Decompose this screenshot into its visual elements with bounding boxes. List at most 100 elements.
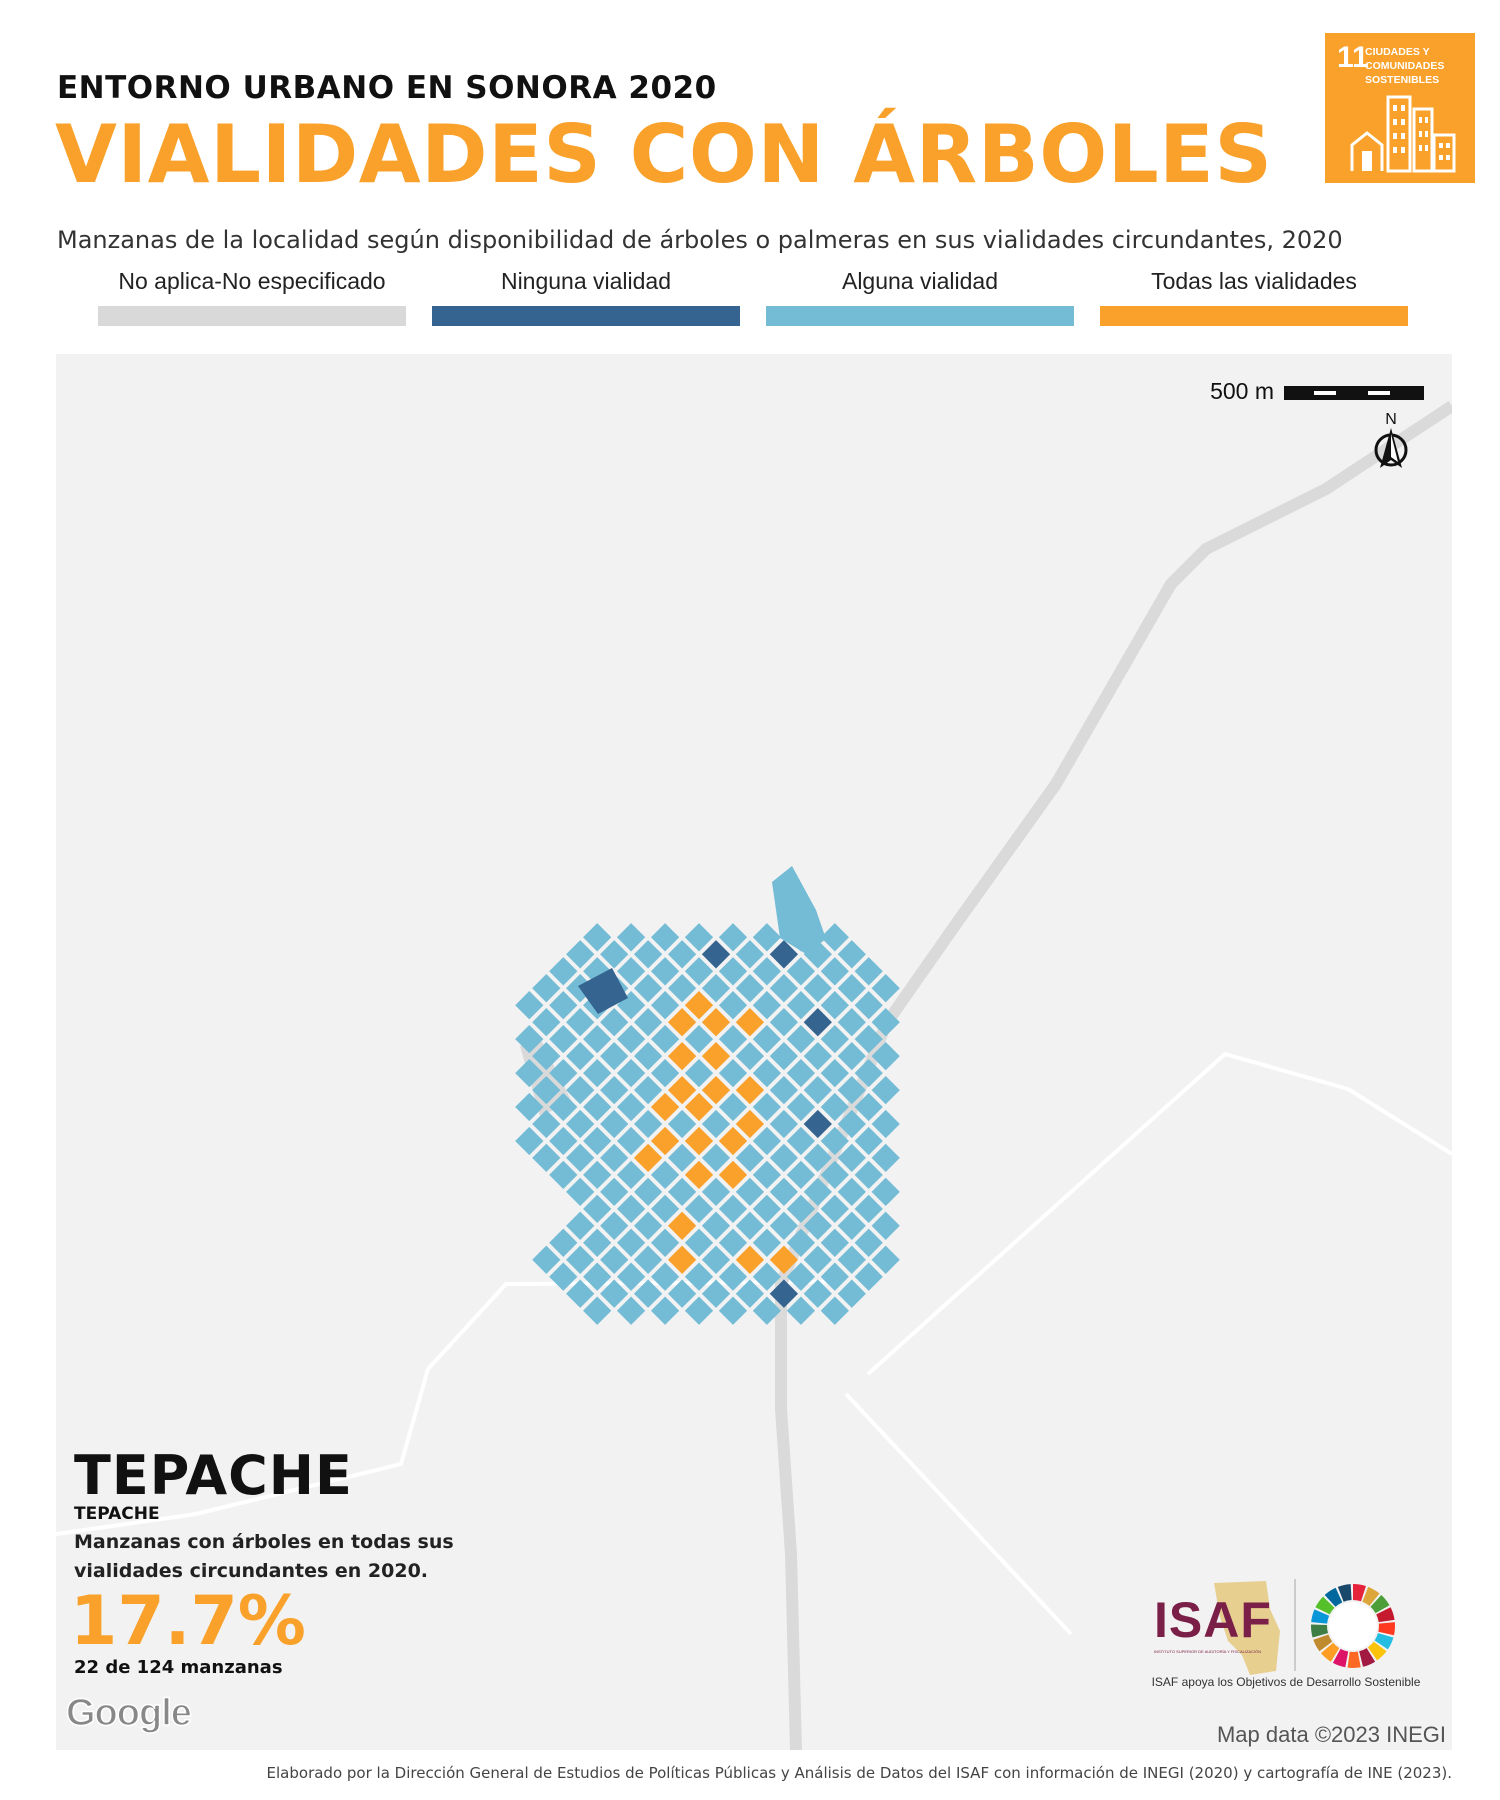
- isaf-subtitle: INSTITUTO SUPERIOR DE AUDITORÍA Y FISCAL…: [1154, 1649, 1262, 1654]
- isaf-tagline: ISAF apoya los Objetivos de Desarrollo S…: [1151, 1675, 1421, 1689]
- city-block: [752, 923, 782, 952]
- city-block: [667, 1008, 697, 1037]
- city-block: [667, 1245, 697, 1274]
- city-block: [583, 1194, 612, 1224]
- locality-description: Manzanas con árboles en todas sus vialid…: [74, 1531, 454, 1582]
- city-block: [633, 1177, 663, 1207]
- city-block: [871, 1245, 900, 1274]
- city-block: [633, 1109, 663, 1139]
- city-block: [701, 1143, 731, 1173]
- city-block: [616, 1092, 646, 1122]
- city-block: [650, 923, 680, 952]
- city-block: [684, 1126, 714, 1156]
- municipality-name: TEPACHE: [74, 1504, 160, 1524]
- city-block: [854, 1160, 883, 1190]
- city-block: [769, 1109, 799, 1139]
- sdg-wheel-segment: [1311, 1624, 1328, 1638]
- sdg-wheel-icon: [1311, 1584, 1395, 1668]
- city-block: [650, 1024, 680, 1054]
- city-block: [854, 1092, 883, 1122]
- city-block: [566, 1075, 595, 1105]
- city-block: [566, 940, 595, 969]
- sdg-wheel-segment: [1315, 1596, 1335, 1615]
- city-block: [549, 1058, 578, 1088]
- city-block: [633, 974, 663, 1003]
- city-block: [650, 991, 680, 1020]
- city-block: [752, 1024, 782, 1054]
- city-block: [583, 1058, 612, 1088]
- city-block: [837, 1075, 866, 1105]
- city-block: [769, 1279, 799, 1308]
- city-block-large: [772, 866, 826, 954]
- city-block: [803, 1177, 832, 1207]
- city-block: [616, 1126, 646, 1156]
- city-block: [786, 1160, 816, 1190]
- city-block: [667, 974, 697, 1003]
- city-block: [684, 1058, 714, 1088]
- legend-swatch: [1100, 306, 1408, 326]
- city-block: [633, 1008, 663, 1037]
- legend-swatch: [766, 306, 1074, 326]
- city-block: [633, 1279, 663, 1308]
- sdg-wheel-segment: [1378, 1622, 1395, 1636]
- sdg-wheel-segment: [1311, 1609, 1330, 1624]
- city-block: [600, 1143, 629, 1173]
- city-block: [600, 1245, 629, 1274]
- city-block: [820, 991, 849, 1020]
- legend-item-todas: Todas las vialidades: [1100, 268, 1408, 326]
- legend-label: Alguna vialidad: [841, 268, 998, 294]
- locality-name: TEPACHE: [74, 1444, 353, 1507]
- page-title: VIALIDADES CON ÁRBOLES: [55, 108, 1273, 201]
- city-block: [854, 957, 883, 986]
- city-block: [583, 1228, 612, 1257]
- city-block: [549, 957, 578, 986]
- city-block: [583, 1092, 612, 1122]
- city-block: [837, 940, 866, 969]
- city-block: [769, 940, 799, 969]
- city-block: [684, 1092, 714, 1122]
- city-block: [616, 1194, 646, 1224]
- city-block: [820, 1228, 849, 1257]
- map[interactable]: 500 m N TEPACHE TEPACHE Manzanas con árb…: [56, 354, 1452, 1750]
- city-block: [616, 1160, 646, 1190]
- city-block: [600, 1075, 629, 1105]
- legend-label: Ninguna vialidad: [500, 268, 672, 294]
- city-block: [854, 1194, 883, 1224]
- city-block: [854, 1024, 883, 1054]
- city-block: [803, 1279, 832, 1308]
- city-block: [820, 1194, 849, 1224]
- city-block: [684, 1228, 714, 1257]
- legend-item-no-aplica: No aplica-No especificado: [98, 268, 406, 326]
- locality-percentage: 17.7%: [70, 1582, 306, 1661]
- google-logo: Google: [65, 1691, 192, 1735]
- legend-item-alguna: Alguna vialidad: [766, 268, 1074, 326]
- city-block: [667, 1279, 697, 1308]
- city-block: [718, 1194, 748, 1224]
- sdg-wheel-segment: [1353, 1584, 1366, 1602]
- city-block: [718, 1092, 748, 1122]
- city-block: [837, 1279, 866, 1308]
- city-block: [820, 1126, 849, 1156]
- city-block: [633, 1143, 663, 1173]
- city-block: [803, 1075, 832, 1105]
- city-block: [854, 1262, 883, 1291]
- city-block: [820, 1296, 849, 1325]
- city-block: [566, 1143, 595, 1173]
- city-block: [532, 974, 561, 1003]
- sdg-wheel-segment: [1362, 1586, 1380, 1606]
- city-block: [837, 1041, 866, 1071]
- city-block: [633, 1245, 663, 1274]
- city-block: [854, 1058, 883, 1088]
- city-block: [752, 1296, 782, 1325]
- city-block: [871, 974, 900, 1003]
- city-block: [549, 1092, 578, 1122]
- city-block: [667, 1211, 697, 1240]
- city-block: [752, 1126, 782, 1156]
- city-block: [684, 1194, 714, 1224]
- city-block: [549, 1228, 578, 1257]
- sdg-text: CIUDADES Y COMUNIDADES SOSTENIBLES: [1365, 46, 1445, 86]
- city-block: [667, 1041, 697, 1071]
- scale-bar: [1284, 386, 1424, 400]
- city-block: [854, 1228, 883, 1257]
- city-block: [718, 1262, 748, 1291]
